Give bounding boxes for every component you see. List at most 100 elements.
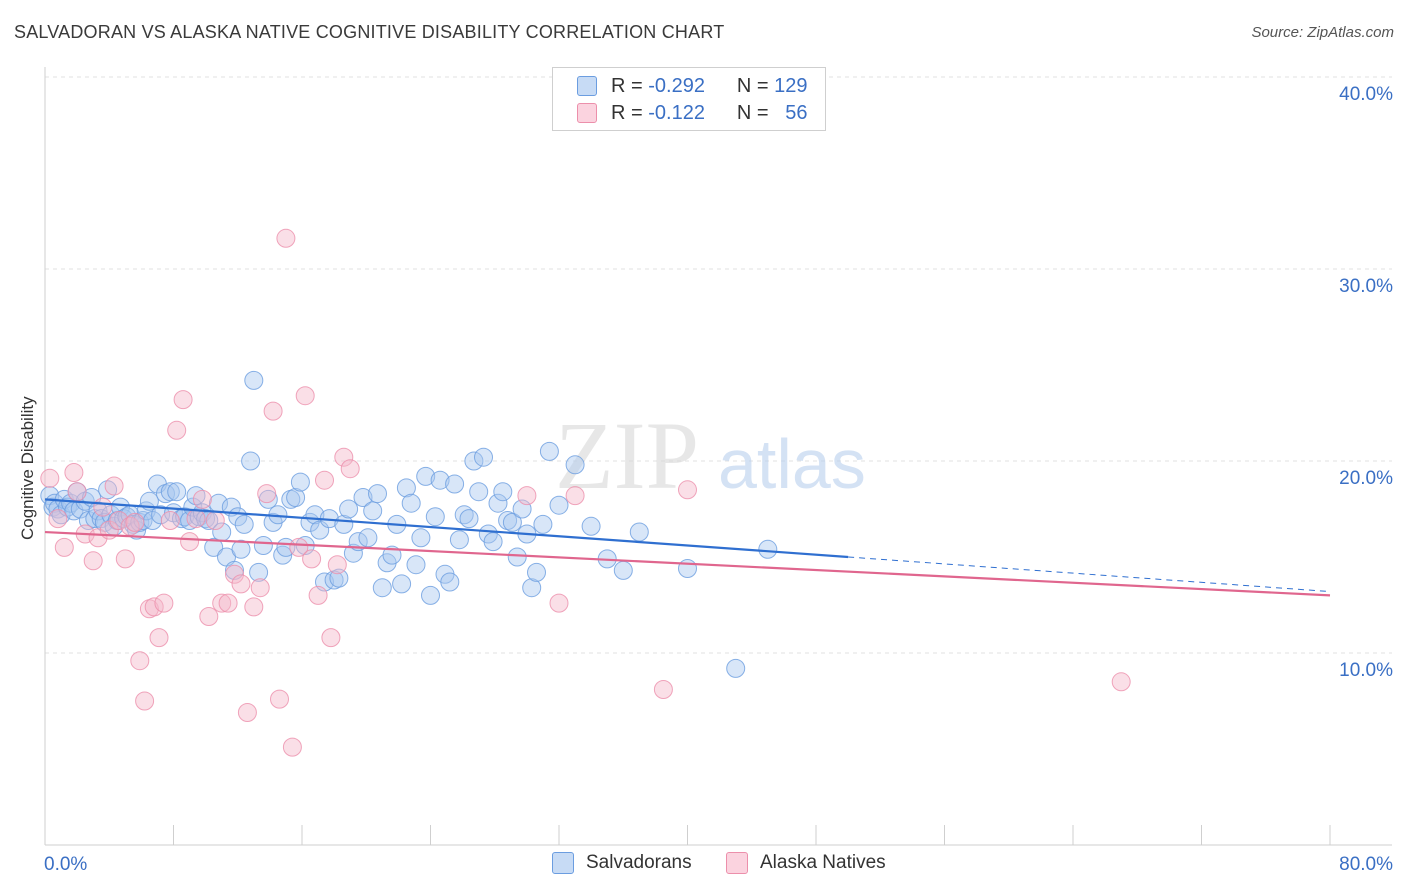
salvadoran-point [392, 574, 412, 594]
alaska-native-point [231, 574, 251, 594]
salvadoran-point [483, 532, 503, 552]
alaska-native-point [135, 691, 155, 711]
alaska-native-point [289, 537, 309, 557]
alaska-native-point [263, 401, 283, 421]
r-value: -0.122 [648, 101, 705, 124]
alaska-native-point [154, 593, 174, 613]
alaska-native-point [83, 551, 103, 571]
alaska-native-point [321, 628, 341, 648]
salvadoran-point [382, 545, 402, 565]
alaska-native-point [225, 564, 244, 584]
salvadoran-point [430, 470, 450, 490]
alaska-native-trend-line [44, 530, 1331, 597]
salvadoran-point [196, 509, 216, 529]
tick-labels: 10.0% 20.0% 30.0% 40.0% 0.0% 80.0% [44, 84, 1393, 875]
alaska-native-point [334, 447, 354, 467]
grid-lines [45, 76, 1392, 654]
salvadoran-point [343, 543, 363, 563]
salvadoran-point [406, 555, 426, 575]
salvadoran-point [183, 497, 203, 517]
alaska-native-point [144, 597, 164, 617]
salvadoran-point [581, 516, 601, 536]
alaska-native-point [186, 509, 206, 529]
salvadoran-point [425, 507, 445, 527]
salvadoran-point [411, 528, 431, 548]
salvadoran-trend-extension [848, 556, 1331, 593]
x-tick-label: 0.0% [44, 854, 87, 875]
salvadoran-point [549, 495, 569, 515]
salvadoran-point [533, 514, 553, 534]
salvadoran-point [204, 537, 224, 557]
salvadoran-point [160, 482, 180, 502]
salvadoran-point [348, 532, 368, 552]
trend-lines [44, 498, 1331, 597]
salvadoran-point [421, 585, 440, 605]
salvadoran-point [396, 478, 416, 498]
salvadoran-point [758, 539, 778, 559]
salvadoran-point [416, 466, 436, 486]
alaska-native-point [678, 480, 697, 500]
y-tick-label: 10.0% [1339, 660, 1393, 681]
salvadoran-point [440, 572, 460, 592]
alaska-native-point [93, 497, 113, 517]
watermark-atlas: atlas [718, 425, 866, 503]
legend-row-salvadorans: R = -0.292 N = 129 [577, 73, 808, 99]
salvadoran-point [493, 482, 513, 502]
n-value: 56 [785, 101, 808, 124]
y-axis-label: Cognitive Disability [18, 396, 37, 540]
salvadoran-point [231, 539, 251, 559]
n-value: 129 [774, 74, 808, 97]
salvadoran-point [253, 536, 273, 555]
alaska-native-point [327, 555, 347, 575]
alaska-native-point [302, 549, 322, 569]
watermark: ZIP atlas [555, 402, 866, 509]
alaska-native-point [199, 607, 219, 626]
alaska-native-point [237, 703, 257, 722]
alaska-native-point [40, 468, 60, 488]
r-value: -0.292 [648, 74, 705, 97]
salvadoran-point [445, 474, 465, 494]
salvadoran-point [469, 482, 489, 502]
axes [44, 67, 1392, 846]
alaska-native-point [250, 578, 270, 598]
source-label: Source: ZipAtlas.com [1251, 24, 1394, 41]
alaska-native-point [244, 597, 264, 617]
alaska-native-point [218, 593, 238, 613]
alaska-native-point [295, 386, 315, 406]
salvadoran-point [522, 578, 542, 598]
salvadoran-point [502, 512, 522, 532]
salvadoran-point [474, 447, 493, 467]
salvadoran-point [290, 472, 310, 492]
y-tick-label: 20.0% [1339, 468, 1393, 489]
bottom-legend-alaska-natives: Alaska Natives [726, 852, 886, 874]
salvadoran-point [527, 562, 546, 582]
alaska-native-point [270, 689, 289, 709]
alaska-native-point [282, 737, 302, 757]
y-tick-label: 40.0% [1339, 84, 1393, 105]
salvadoran-point [339, 499, 359, 519]
alaska-native-point [276, 228, 296, 248]
alaska-native-point [125, 512, 145, 532]
alaska-native-point [104, 476, 124, 496]
salvadoran-point [358, 528, 378, 548]
alaska-native-point [549, 593, 569, 613]
salvadoran-point [539, 441, 559, 461]
salvadoran-point [249, 562, 269, 582]
r-label: R = [611, 101, 643, 124]
chart-title: SALVADORAN VS ALASKA NATIVE COGNITIVE DI… [14, 22, 725, 42]
salvadoran-point [241, 451, 261, 471]
alaska-native-point [192, 489, 212, 509]
salvadoran-point [368, 484, 387, 504]
alaska-native-point [173, 390, 193, 410]
alaska-native-point [565, 486, 585, 506]
alaska-native-point [48, 509, 68, 529]
alaska-native-point [115, 549, 135, 569]
salvadoran-point [401, 493, 421, 513]
alaska-native-point [340, 459, 360, 479]
salvadoran-point [488, 493, 508, 513]
alaska-native-point [160, 511, 180, 530]
salvadoran-point [353, 488, 373, 507]
salvadoran-point [613, 560, 633, 580]
salvadoran-point [167, 482, 187, 502]
